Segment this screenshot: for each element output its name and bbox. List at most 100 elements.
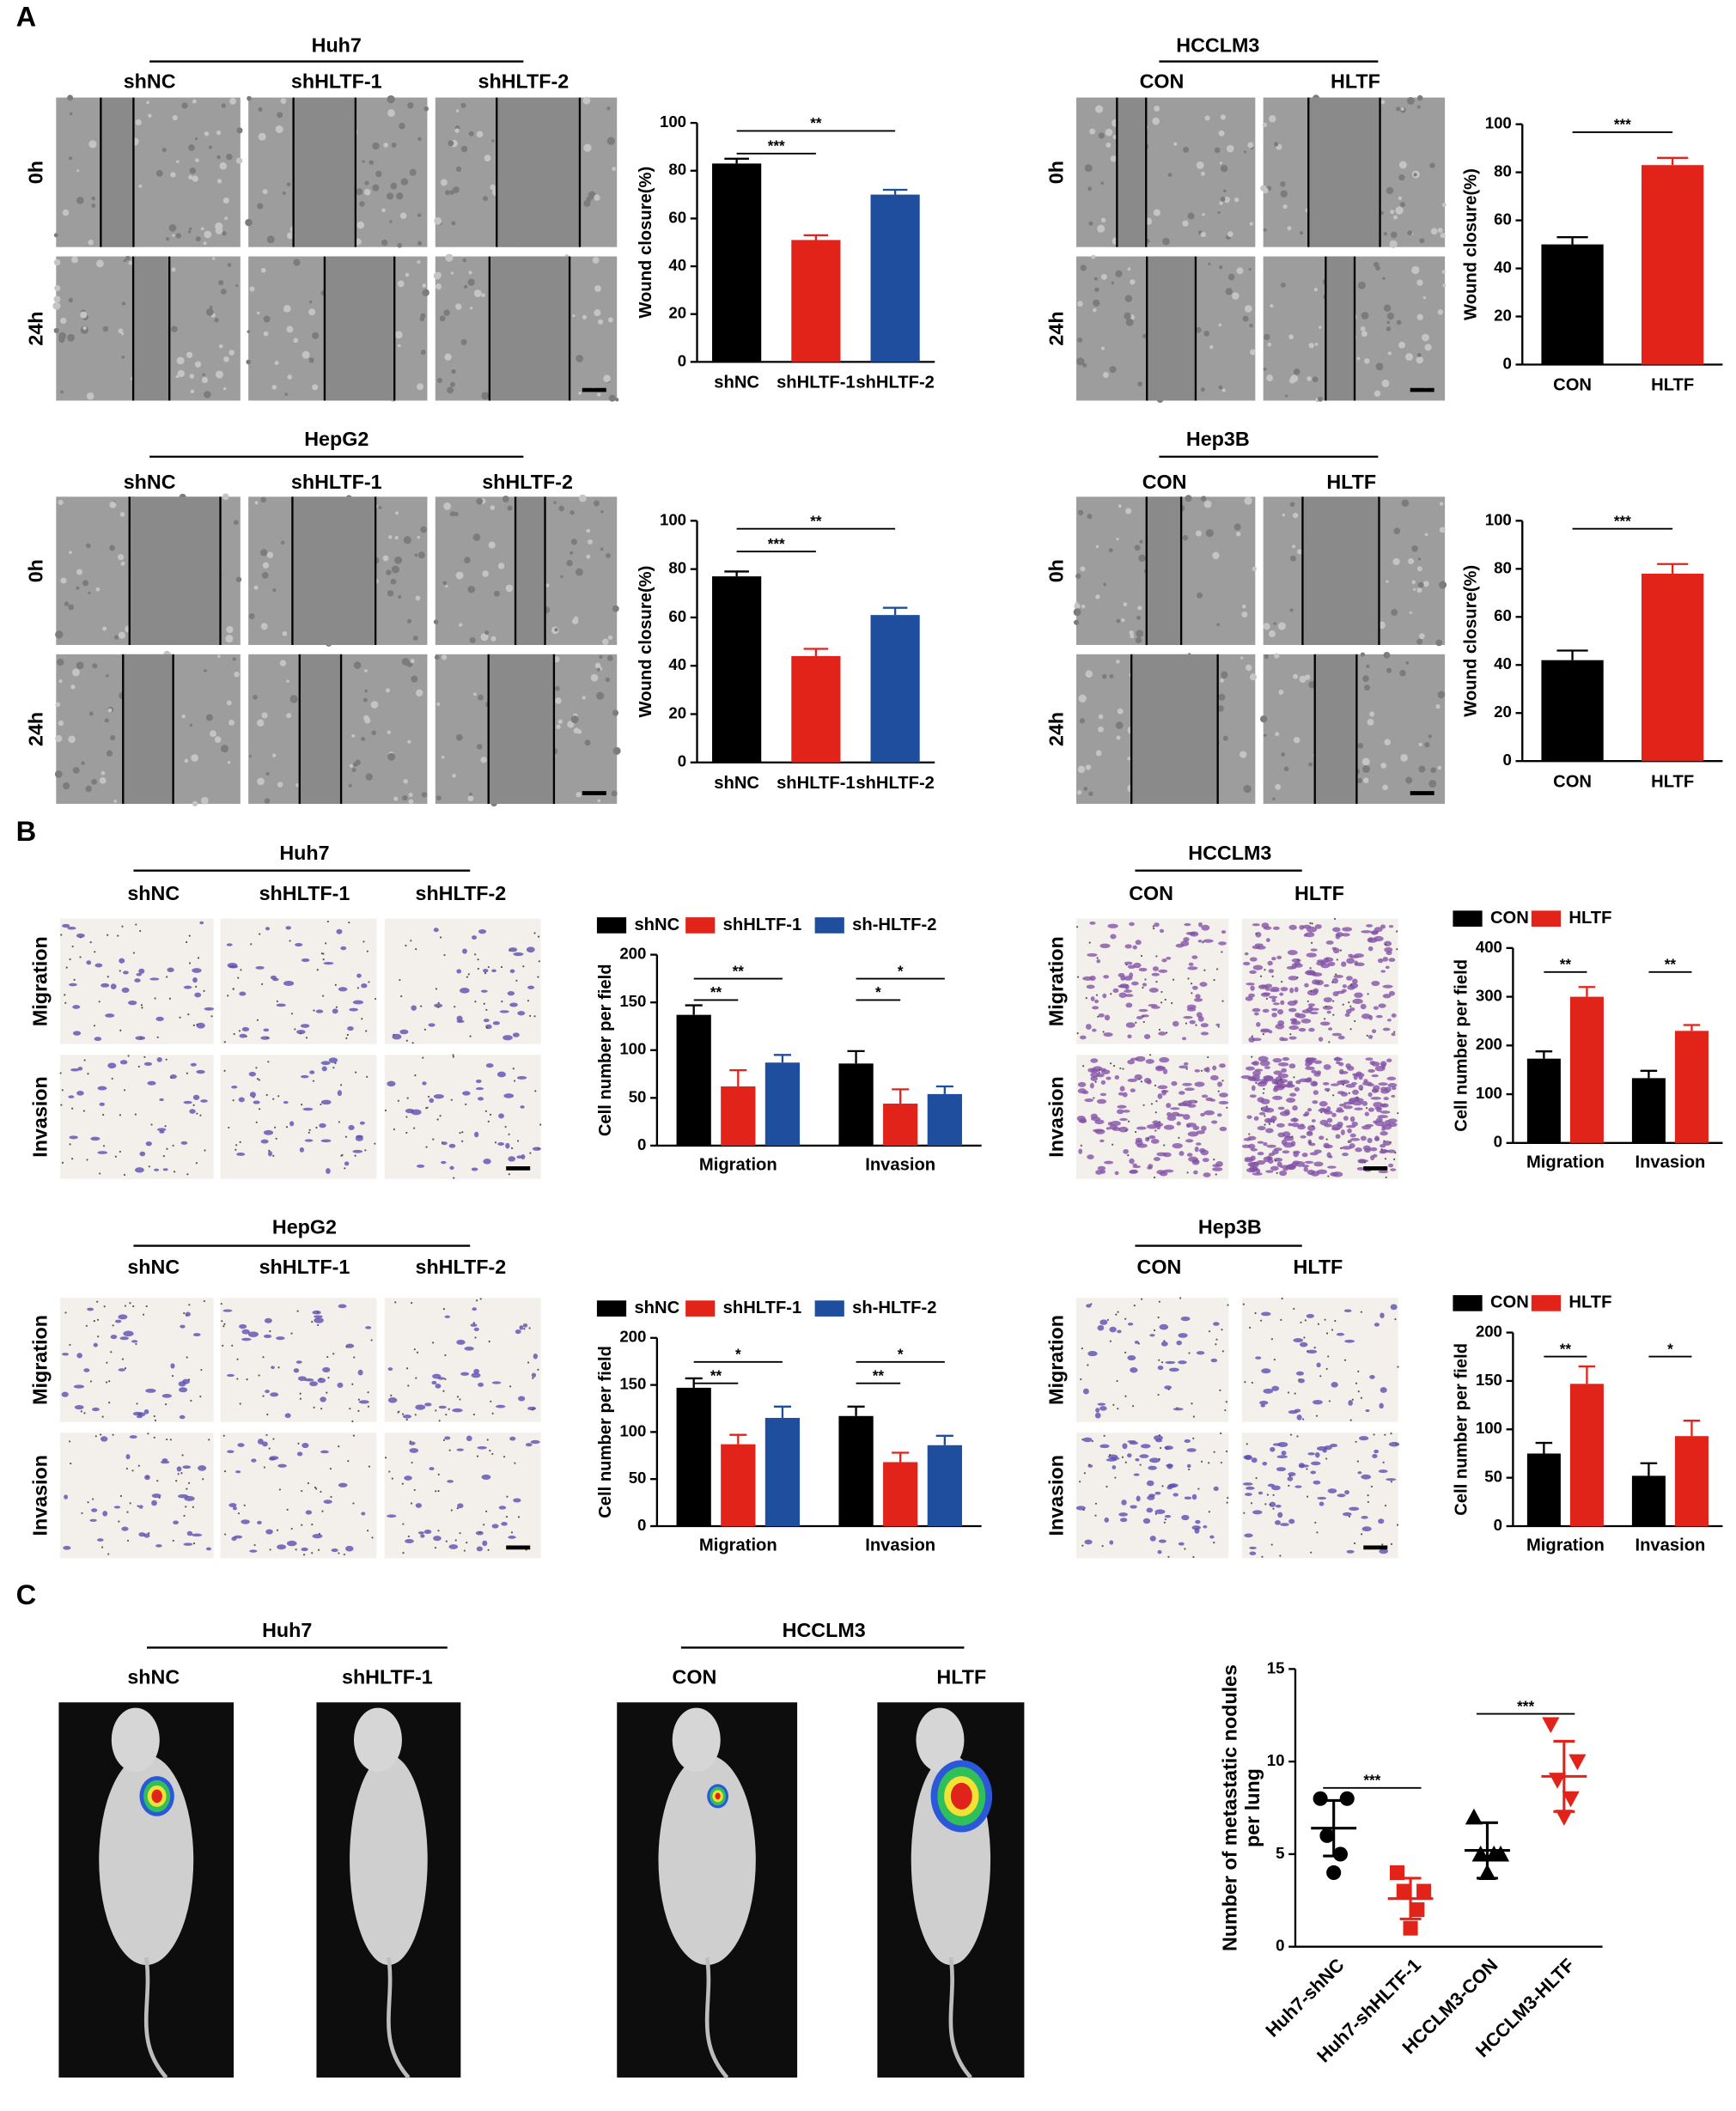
- cell-texture: [1398, 161, 1407, 169]
- stained-cell: [422, 1081, 427, 1086]
- cell-texture: [282, 630, 288, 636]
- stained-cell: [516, 1075, 527, 1080]
- mouse-head: [111, 1707, 160, 1773]
- pore: [1289, 1033, 1292, 1036]
- cell-texture: [1221, 388, 1226, 392]
- cell-texture: [224, 216, 228, 221]
- stained-cell: [491, 1524, 499, 1529]
- pore: [1083, 1472, 1086, 1475]
- pore: [1318, 982, 1320, 984]
- cell-texture: [545, 583, 550, 587]
- stained-cell: [1349, 1116, 1355, 1122]
- cell-texture: [412, 635, 418, 641]
- cell-texture: [594, 309, 601, 317]
- pore: [1224, 1408, 1227, 1412]
- cell-texture: [286, 232, 294, 240]
- cell-texture: [364, 689, 368, 693]
- cell-texture: [53, 327, 59, 334]
- cell-texture: [286, 325, 294, 333]
- pore: [1215, 968, 1219, 970]
- stained-cell: [1122, 1443, 1128, 1450]
- y-tick-label: 5: [1276, 1844, 1284, 1862]
- stained-cell: [1178, 1360, 1187, 1365]
- stained-cell: [1357, 1471, 1362, 1475]
- cell-texture: [1220, 197, 1226, 202]
- cell-texture: [1123, 602, 1128, 607]
- cell-texture: [1417, 557, 1421, 561]
- pore: [1294, 1392, 1296, 1395]
- cell-texture: [1422, 581, 1429, 587]
- stained-cell: [192, 1094, 200, 1100]
- stained-cell: [1143, 1034, 1151, 1039]
- stained-cell: [1358, 1075, 1363, 1080]
- cell-texture: [416, 689, 423, 697]
- pore: [393, 1033, 395, 1036]
- stained-cell: [1080, 1035, 1087, 1040]
- stained-cell: [1109, 1540, 1114, 1545]
- stained-cell: [1371, 980, 1380, 987]
- bar: [870, 615, 920, 763]
- cell-texture: [1134, 544, 1141, 551]
- pore: [355, 1071, 357, 1074]
- pore: [1135, 1130, 1137, 1134]
- stained-cell: [1263, 1078, 1269, 1084]
- pore: [1385, 1176, 1387, 1179]
- pore: [401, 1482, 404, 1485]
- cell-texture: [505, 584, 514, 593]
- pore: [1347, 1141, 1350, 1143]
- stained-cell: [1344, 1489, 1350, 1495]
- y-axis-label: Cell number per field: [1453, 959, 1471, 1132]
- pore: [223, 1323, 226, 1325]
- stained-cell: [1361, 1013, 1371, 1019]
- cell-texture: [1360, 652, 1366, 657]
- stained-cell: [257, 1439, 264, 1445]
- stained-cell: [1370, 930, 1379, 935]
- pore: [126, 1539, 130, 1542]
- pore: [1142, 1104, 1145, 1106]
- pore: [1313, 1347, 1316, 1349]
- pore: [1396, 930, 1398, 933]
- stained-cell: [1176, 1340, 1182, 1346]
- y-tick-label: 200: [1476, 1035, 1502, 1053]
- pore: [439, 1115, 442, 1117]
- cell-texture: [1399, 670, 1406, 677]
- pore: [1272, 1507, 1275, 1510]
- y-tick-label: 300: [1476, 987, 1502, 1005]
- cell-texture: [455, 571, 464, 580]
- stained-cell: [1152, 966, 1159, 971]
- stained-cell: [1341, 1146, 1352, 1150]
- micrograph: [384, 1298, 541, 1422]
- cell-texture: [1441, 270, 1446, 274]
- pore: [474, 953, 477, 956]
- cell-texture: [257, 777, 265, 786]
- cell-texture: [605, 677, 611, 683]
- stained-cell: [1250, 1148, 1258, 1152]
- stained-cell: [289, 1121, 295, 1127]
- pore: [1191, 1402, 1193, 1405]
- pore: [171, 1374, 174, 1378]
- cell-texture: [1413, 173, 1417, 177]
- pore: [444, 1354, 447, 1357]
- stained-cell: [1337, 1494, 1346, 1498]
- stained-cell: [1219, 1063, 1226, 1068]
- bar: [764, 1062, 801, 1146]
- cell-texture: [387, 752, 396, 761]
- pore: [105, 1381, 108, 1384]
- pore: [1260, 1319, 1263, 1322]
- cell-texture: [1361, 331, 1367, 338]
- pore: [510, 1147, 514, 1150]
- stained-cell: [1159, 1171, 1168, 1177]
- cell-texture: [1416, 94, 1423, 101]
- cell-texture: [1435, 704, 1441, 709]
- pore: [188, 1481, 191, 1484]
- cell-texture: [1369, 711, 1375, 717]
- stained-cell: [1327, 1488, 1337, 1494]
- pore: [129, 1302, 131, 1305]
- pore: [153, 1414, 155, 1418]
- stained-cell: [1149, 1536, 1156, 1542]
- wound-gap: [1325, 256, 1355, 401]
- cell-texture: [1093, 299, 1100, 307]
- pore: [1296, 1435, 1299, 1438]
- stained-cell: [1355, 1147, 1362, 1153]
- pore: [459, 1132, 461, 1135]
